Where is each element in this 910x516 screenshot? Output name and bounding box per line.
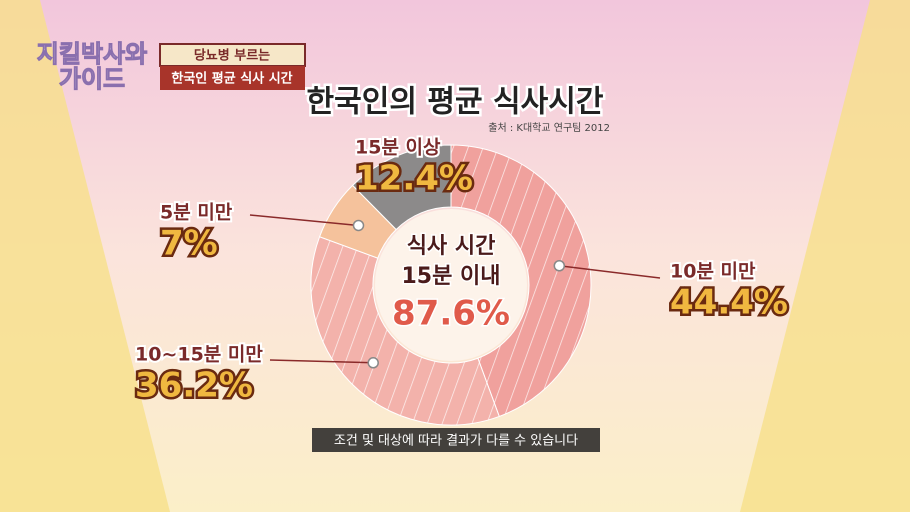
leader-line	[249, 214, 359, 227]
banner-bottom	[160, 66, 305, 90]
logo: 지킬박사와	[37, 40, 147, 68]
banner-text: 당뇨병 부르는	[194, 48, 270, 64]
side-panel	[0, 0, 170, 512]
value-label: 36.2%	[135, 366, 253, 406]
logo: 가이드	[59, 65, 125, 93]
category-label: 5분 미만	[160, 202, 233, 224]
leader-dot	[367, 357, 379, 369]
category-label: 10~15분 미만	[135, 344, 263, 366]
center-text: 15분 이내	[402, 264, 501, 289]
segment-stripes	[451, 145, 591, 417]
value-label: 12.4%	[355, 159, 473, 199]
value-label: 44.4%	[670, 283, 788, 323]
value-label: 7%	[160, 224, 218, 264]
segment-stripes	[311, 236, 500, 425]
leader-dot	[553, 259, 566, 272]
banner-text: 한국인 평균 식사 시간	[171, 71, 292, 87]
leader-line	[269, 359, 374, 364]
category-label: 15분 이상	[355, 137, 441, 159]
category-label: 10분 미만	[670, 261, 756, 283]
side-panel	[740, 0, 910, 512]
caption: 조건 및 대상에 따라 결과가 다를 수 있습니다	[334, 434, 578, 449]
leader-dot	[352, 219, 365, 232]
chart-title: 한국인의 평균 식사시간	[307, 85, 604, 120]
center-text: 87.6%	[392, 294, 510, 334]
donut-segment	[351, 144, 452, 231]
center-text: 식사 시간	[407, 234, 496, 259]
source: 출처 : K대학교 연구팀 2012	[488, 122, 610, 134]
leader-line	[559, 265, 661, 279]
caption-box	[312, 428, 600, 452]
donut-hole	[375, 209, 527, 361]
